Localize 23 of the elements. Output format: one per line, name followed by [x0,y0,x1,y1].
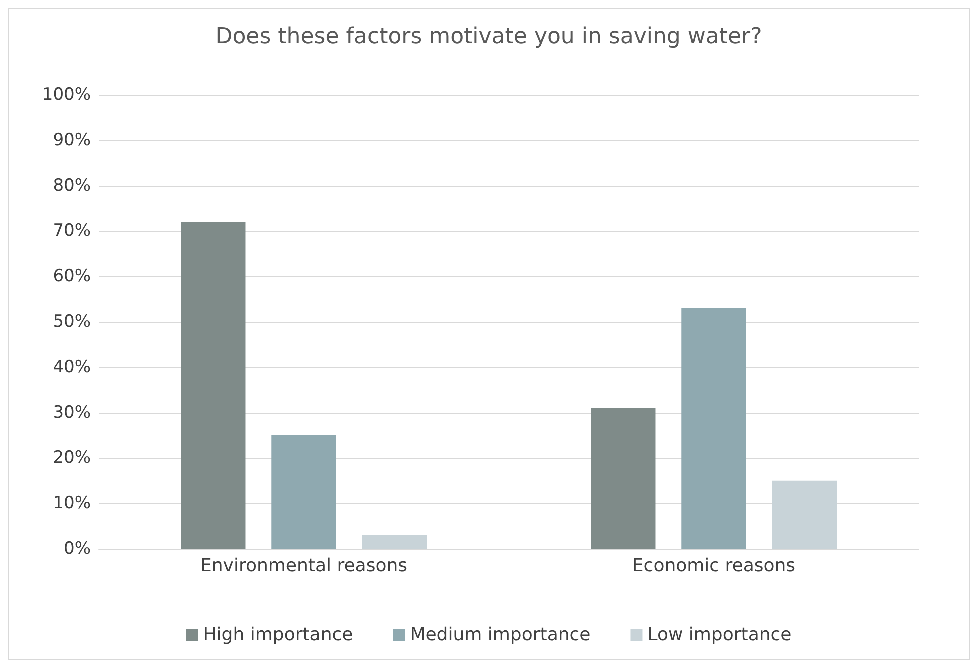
bar [591,408,656,549]
bar [272,436,336,549]
bar [362,535,427,549]
y-tick-label: 70% [53,221,91,242]
x-tick-label: Environmental reasons [200,556,408,576]
y-tick-label: 10% [53,494,91,514]
bar [772,480,837,549]
y-tick-label: 0% [64,539,91,559]
y-tick-label: 90% [53,130,91,150]
y-tick-label: 20% [53,448,91,468]
y-tick-label: 80% [53,176,91,196]
y-tick-label: 30% [53,402,91,423]
y-tick-label: 100% [42,85,91,105]
bar [682,308,746,549]
x-tick-label: Economic reasons [632,556,796,576]
y-tick-label: 60% [53,266,91,287]
chart-title: Does these factors motivate you in saving water? [216,24,762,50]
y-tick-label: 50% [53,312,91,332]
legend-label: Low importance [648,624,792,646]
legend-label: Medium importance [410,624,591,646]
y-tick-label: 40% [53,357,91,378]
legend-label: High importance [203,624,354,646]
bar [181,222,246,549]
